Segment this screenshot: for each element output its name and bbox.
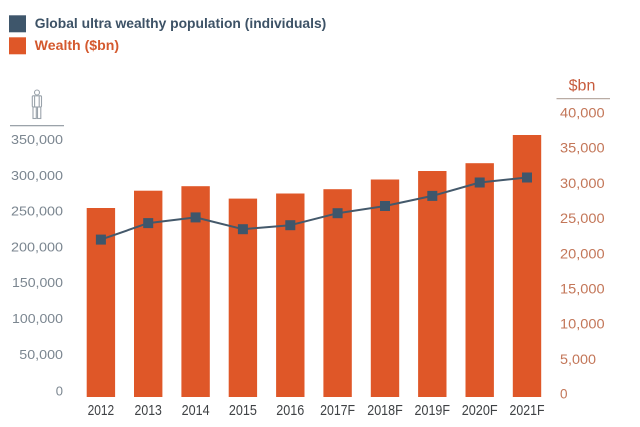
svg-text:2020F: 2020F <box>462 402 498 419</box>
svg-text:250,000: 250,000 <box>11 204 63 219</box>
svg-text:2014: 2014 <box>182 402 210 419</box>
svg-text:2013: 2013 <box>135 402 162 419</box>
svg-text:2019F: 2019F <box>415 402 451 419</box>
svg-text:2017F: 2017F <box>320 402 355 419</box>
svg-text:150,000: 150,000 <box>12 275 63 290</box>
svg-text:30,000: 30,000 <box>560 176 605 191</box>
svg-text:0: 0 <box>560 386 568 401</box>
svg-text:50,000: 50,000 <box>19 347 63 362</box>
svg-text:40,000: 40,000 <box>560 106 605 121</box>
svg-text:5,000: 5,000 <box>560 352 596 367</box>
svg-text:25,000: 25,000 <box>560 211 605 226</box>
svg-text:2018F: 2018F <box>367 402 403 419</box>
svg-text:0: 0 <box>56 383 63 398</box>
svg-text:2015: 2015 <box>229 402 257 419</box>
svg-text:Global ultra wealthy populatio: Global ultra wealthy population (individ… <box>35 15 327 31</box>
svg-text:350,000: 350,000 <box>11 132 63 147</box>
svg-text:Wealth ($bn): Wealth ($bn) <box>35 37 119 53</box>
svg-text:200,000: 200,000 <box>11 239 63 254</box>
svg-text:2012: 2012 <box>88 402 115 419</box>
svg-text:10,000: 10,000 <box>560 317 605 332</box>
svg-text:100,000: 100,000 <box>12 311 63 326</box>
svg-text:$bn: $bn <box>569 77 596 94</box>
svg-text:2016: 2016 <box>276 402 304 419</box>
svg-text:35,000: 35,000 <box>560 141 605 156</box>
svg-text:300,000: 300,000 <box>11 168 63 183</box>
svg-text:15,000: 15,000 <box>560 282 605 297</box>
svg-text:2021F: 2021F <box>510 402 545 419</box>
svg-text:20,000: 20,000 <box>560 246 605 261</box>
